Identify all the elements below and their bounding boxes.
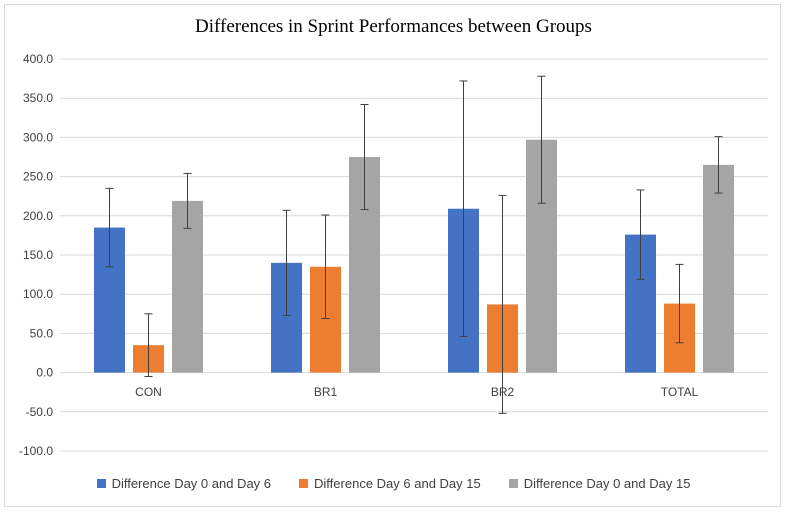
y-tick-label: 250.0 (23, 170, 53, 184)
legend-label: Difference Day 0 and Day 6 (111, 475, 272, 491)
bar (172, 200, 203, 373)
legend-swatch (508, 478, 518, 488)
legend-swatch (299, 478, 309, 488)
category-label: TOTAL (661, 385, 699, 399)
category-label: BR1 (314, 385, 338, 399)
legend-swatch (96, 478, 106, 488)
category-label: BR2 (491, 385, 515, 399)
bar (703, 164, 734, 373)
y-tick-label: 400.0 (23, 52, 53, 66)
y-tick-label: -50.0 (26, 405, 54, 419)
y-tick-label: 50.0 (30, 326, 54, 340)
y-tick-label: 350.0 (23, 91, 53, 105)
category-label: CON (135, 385, 162, 399)
y-tick-label: 200.0 (23, 209, 53, 223)
y-tick-label: 0.0 (36, 366, 53, 380)
chart-title: Differences in Sprint Performances betwe… (195, 16, 592, 37)
legend: Difference Day 0 and Day 6 Difference Day… (0, 473, 787, 493)
y-tick-label: 150.0 (23, 248, 53, 262)
legend-item: Difference Day 0 and Day 15 (508, 473, 691, 493)
legend-label: Difference Day 0 and Day 15 (523, 475, 691, 491)
y-tick-label: -100.0 (19, 444, 53, 458)
legend-label: Difference Day 6 and Day 15 (314, 475, 481, 491)
y-tick-label: 100.0 (23, 287, 53, 301)
y-tick-label: 300.0 (23, 130, 53, 144)
legend-item: Difference Day 0 and Day 6 (96, 473, 272, 493)
legend-item: Difference Day 6 and Day 15 (299, 473, 481, 493)
